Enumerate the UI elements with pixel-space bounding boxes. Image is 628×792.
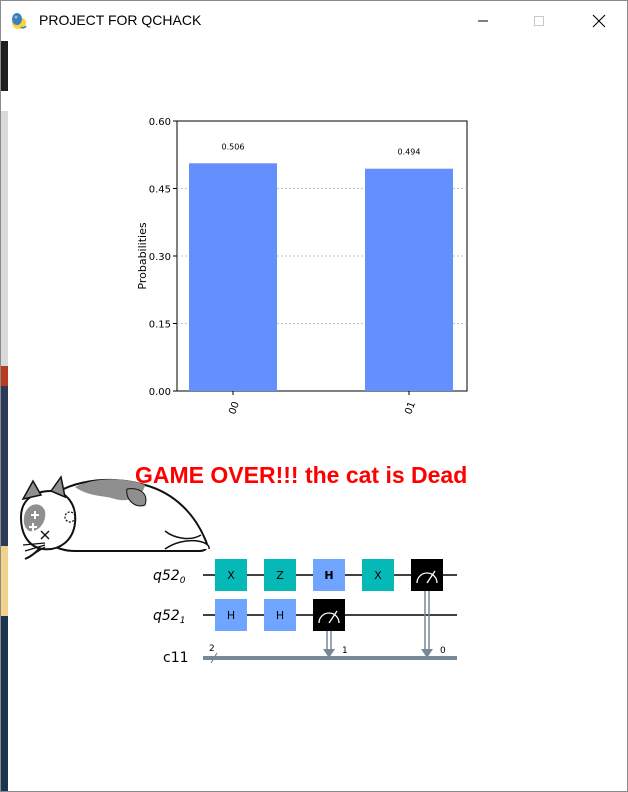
y-tick-label: 0.00 (149, 387, 171, 398)
probability-histogram: 0.00 0.15 0.30 0.45 0.60 00 01 0.506 0.494 Pro… (136, 117, 468, 416)
h-gate-q1-1-label: H (227, 609, 235, 622)
z-gate-q0 (264, 559, 296, 591)
meter-icon-q1 (318, 610, 340, 624)
maximize-icon (534, 16, 544, 26)
measure-q1-bit: 1 (342, 646, 348, 656)
y-axis-label: Probabilities (136, 222, 149, 289)
measure-q0 (411, 559, 443, 591)
qubit1-label: q521 (153, 608, 185, 626)
y-tick-label: 0.30 (149, 252, 171, 263)
bar-01 (365, 168, 453, 391)
h-gate-q0-label: H (324, 569, 333, 582)
meter-icon-q0 (416, 570, 438, 584)
x-tick-label: 01 (403, 400, 418, 416)
x-gate-q0-2-label: X (374, 569, 382, 582)
h-gate-q0 (313, 559, 345, 591)
measure-q0-bit: 0 (440, 646, 446, 656)
h-gate-q1-1 (215, 599, 247, 631)
qubit0-label: q520 (153, 568, 186, 586)
background-window-strip (1, 41, 8, 791)
h-gate-q1-2-label: H (276, 609, 284, 622)
game-over-message: GAME OVER!!! the cat is Dead (135, 462, 468, 488)
h-gate-q1-2 (264, 599, 296, 631)
bar-00 (189, 163, 277, 391)
measure-q1 (313, 599, 345, 631)
y-tick-label: 0.60 (149, 117, 171, 128)
minimize-button[interactable] (460, 1, 506, 41)
close-icon (592, 14, 606, 28)
window-title: PROJECT FOR QCHACK (39, 12, 202, 28)
bar-value-label: 0.506 (222, 142, 245, 151)
measure-q1-arrow (323, 649, 335, 658)
minimize-icon (478, 20, 488, 22)
bar-value-label: 0.494 (398, 148, 421, 157)
register-size: 2 (209, 644, 215, 654)
x-tick-label: 00 (227, 400, 242, 416)
python-snake-icon (12, 13, 27, 29)
quantum-circuit: q520 q521 c11 2 X Z H X H H 1 (153, 559, 457, 666)
close-button[interactable] (576, 1, 622, 41)
y-tick-label: 0.45 (149, 185, 171, 196)
title-bar[interactable]: PROJECT FOR QCHACK (1, 1, 627, 41)
z-gate-q0-label: Z (276, 569, 284, 582)
y-tick-label: 0.15 (149, 320, 171, 331)
classical-register-label: c11 (163, 650, 189, 666)
x-gate-q0-1-label: X (227, 569, 235, 582)
maximize-button[interactable] (516, 1, 562, 41)
x-gate-q0-2 (362, 559, 394, 591)
dead-cat-image (19, 475, 210, 560)
register-size-slash (210, 652, 218, 664)
x-gate-q0-1 (215, 559, 247, 591)
measure-q0-arrow (421, 649, 433, 658)
